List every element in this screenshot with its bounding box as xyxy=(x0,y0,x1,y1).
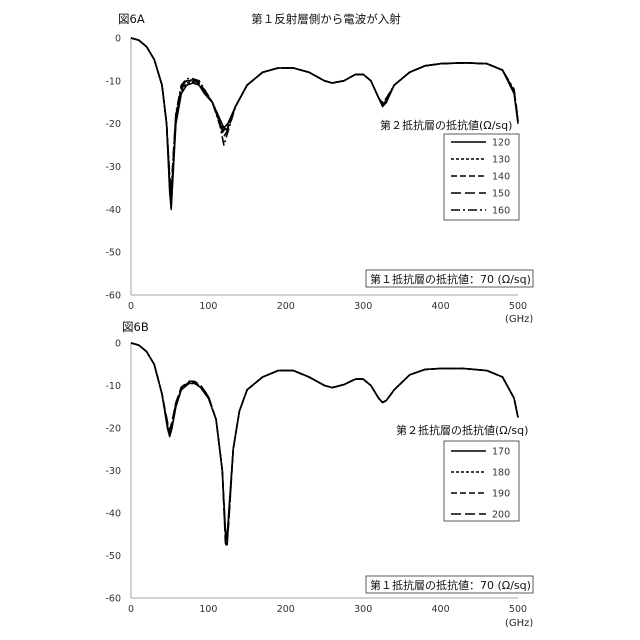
chart-a-x-tick-label: 500 xyxy=(509,301,527,312)
chart-b-x-tick-label: 300 xyxy=(354,604,372,615)
chart-a-figure-label: 図6A xyxy=(118,12,145,26)
chart-a-legend-title: 第２抵抗層の抵抗値(Ω/sq) xyxy=(380,118,512,132)
chart-a: 図6A 第１反射層側から電波が入射 0 -10 -20 -30 -40 -50 -60 0 10… xyxy=(105,12,533,325)
chart-b-legend-label-170: 170 xyxy=(492,447,510,458)
chart-b-legend-label-180: 180 xyxy=(492,468,510,479)
chart-b-y-tick-label: 0 xyxy=(115,339,121,350)
chart-b-x-tick-label: 500 xyxy=(509,604,527,615)
chart-b-x-tick-label: 0 xyxy=(128,604,134,615)
chart-a-y-tick-label: -40 xyxy=(105,205,121,216)
chart-b-legend-label-190: 190 xyxy=(492,489,510,500)
chart-a-y-tick-label: -10 xyxy=(105,76,121,87)
chart-a-y-tick-label: 0 xyxy=(115,34,121,45)
chart-a-y-tick-label: -50 xyxy=(105,248,121,259)
chart-b-x-unit: (GHz) xyxy=(505,618,533,629)
chart-b-legend-label-200: 200 xyxy=(492,510,510,521)
chart-b-legend-title: 第２抵抗層の抵抗値(Ω/sq) xyxy=(396,423,528,437)
chart-b-x-tick-label: 100 xyxy=(199,604,217,615)
chart-a-x-tick-label: 300 xyxy=(354,301,372,312)
chart-a-annotation: 第１抵抗層の抵抗値：70 (Ω/sq) xyxy=(370,272,531,286)
chart-a-x-tick-label: 0 xyxy=(128,301,134,312)
chart-a-legend-label-120: 120 xyxy=(492,138,510,149)
chart-b-y-tick-label: -50 xyxy=(105,551,121,562)
chart-a-y-tick-label: -20 xyxy=(105,119,121,130)
chart-b-annotation: 第１抵抗層の抵抗値：70 (Ω/sq) xyxy=(370,578,531,592)
chart-a-x-tick-label: 400 xyxy=(432,301,450,312)
chart-a-x-unit: (GHz) xyxy=(505,314,533,325)
chart-b-x-tick-label: 200 xyxy=(277,604,295,615)
chart-b-y-tick-label: -10 xyxy=(105,381,121,392)
chart-a-legend-label-130: 130 xyxy=(492,155,510,166)
chart-b-y-tick-label: -60 xyxy=(105,594,121,605)
chart-a-title: 第１反射層側から電波が入射 xyxy=(251,12,401,26)
chart-a-legend-label-160: 160 xyxy=(492,206,510,217)
chart-b: 図6B 0-10-20-30-40-50-600100200300400500 … xyxy=(105,320,533,629)
chart-b-y-tick-label: -20 xyxy=(105,424,121,435)
chart-b-x-tick-label: 400 xyxy=(432,604,450,615)
chart-b-figure-label: 図6B xyxy=(122,320,149,334)
chart-a-legend-label-150: 150 xyxy=(492,189,510,200)
chart-a-y-tick-label: -30 xyxy=(105,162,121,173)
chart-b-y-tick-label: -30 xyxy=(105,466,121,477)
chart-a-y-tick-label: -60 xyxy=(105,291,121,302)
chart-a-x-tick-label: 100 xyxy=(199,301,217,312)
chart-a-legend-label-140: 140 xyxy=(492,172,510,183)
chart-b-y-tick-label: -40 xyxy=(105,509,121,520)
chart-a-x-tick-label: 200 xyxy=(277,301,295,312)
